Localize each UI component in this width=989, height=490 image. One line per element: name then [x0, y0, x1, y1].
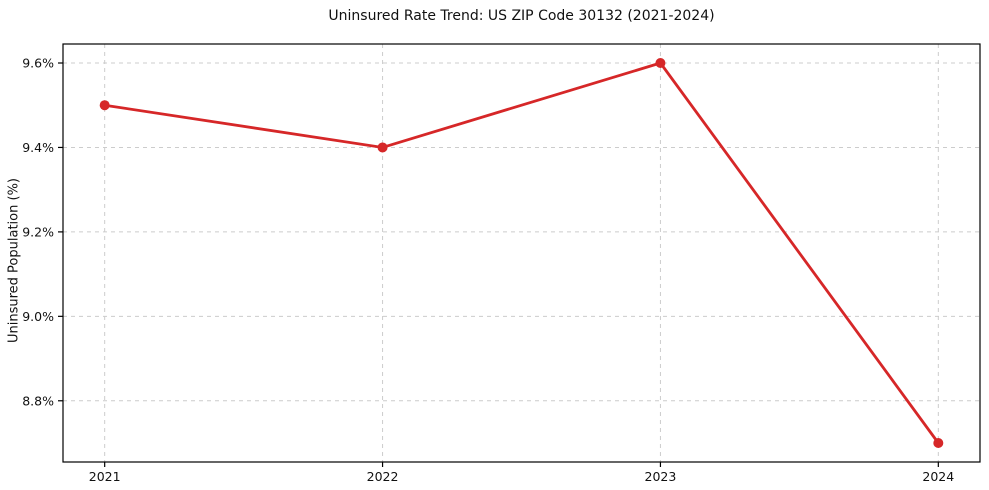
y-tick-label: 9.6% — [22, 56, 54, 71]
y-tick-label: 8.8% — [22, 393, 54, 408]
x-tick-label: 2022 — [367, 469, 399, 484]
y-tick-label: 9.0% — [22, 309, 54, 324]
data-point — [377, 142, 388, 153]
chart-title: Uninsured Rate Trend: US ZIP Code 30132 … — [328, 8, 715, 24]
x-tick-label: 2021 — [89, 469, 121, 484]
y-tick-label: 9.4% — [22, 140, 54, 155]
data-point — [99, 100, 110, 111]
x-tick-label: 2023 — [645, 469, 677, 484]
trend-line — [103, 61, 940, 445]
data-point — [655, 58, 666, 68]
plot-border — [62, 43, 981, 463]
x-tick-label: 2024 — [922, 469, 954, 484]
y-tick-label: 9.2% — [22, 224, 54, 239]
data-point — [933, 438, 944, 448]
